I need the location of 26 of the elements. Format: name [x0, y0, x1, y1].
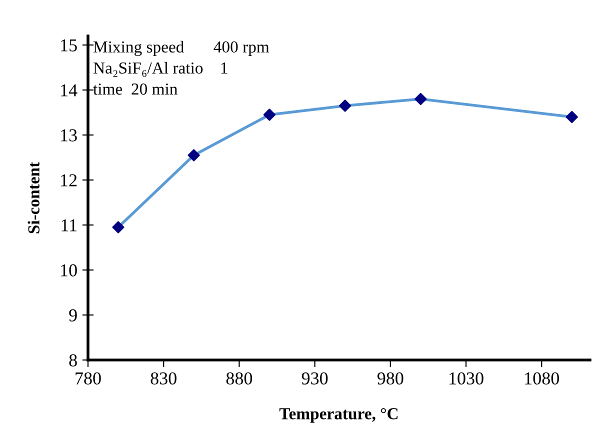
y-tick-label: 11	[62, 219, 76, 232]
y-tick-label: 13	[61, 129, 77, 142]
point	[414, 92, 427, 106]
point	[263, 108, 276, 121]
x-tick-label: 830	[150, 372, 176, 385]
annotation: Na₂SiF₆/Al ratio 1	[94, 62, 228, 77]
y-tick-label: 12	[61, 174, 77, 186]
y-tick-label: 14	[61, 84, 78, 96]
annotation: Mixing speed 400 rpm	[94, 40, 270, 56]
y-tick-label: 9	[69, 309, 77, 322]
point	[338, 100, 352, 112]
x-axis-title: Temperature, °C	[279, 408, 398, 423]
point	[566, 110, 578, 124]
y-tick-label: 10	[61, 264, 77, 276]
x-tick-label: 880	[226, 372, 252, 385]
y-axis-title: Si-content	[28, 162, 40, 234]
point	[188, 149, 200, 162]
x-tick-label: 930	[302, 372, 328, 385]
point	[112, 221, 124, 234]
x-tick-label: 980	[377, 372, 404, 385]
x-tick-label: 780	[76, 372, 101, 385]
y-tick-label: 15	[61, 39, 77, 52]
y-tick-label: 8	[69, 354, 77, 366]
x-tick-label: 1030	[450, 372, 484, 385]
annotation: time 20 min	[93, 83, 178, 95]
x-tick-label: 1080	[525, 372, 559, 385]
